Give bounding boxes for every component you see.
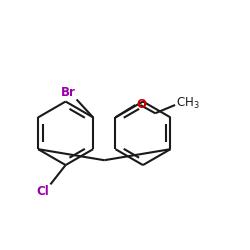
Text: Cl: Cl xyxy=(37,186,50,198)
Text: Br: Br xyxy=(60,86,76,99)
Text: CH$_3$: CH$_3$ xyxy=(176,96,200,111)
Text: O: O xyxy=(136,98,146,112)
